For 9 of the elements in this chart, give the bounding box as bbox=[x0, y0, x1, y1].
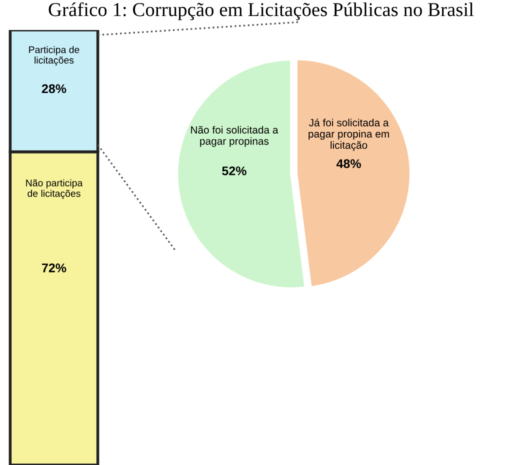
data-label: 48% bbox=[336, 159, 361, 168]
series-label: Não participa de licitações bbox=[26, 179, 83, 199]
slice-label: Já foi solicitada a pagar propina em licitação bbox=[308, 118, 389, 151]
slice-label: Não foi solicitada a pagar propinas bbox=[191, 126, 278, 147]
data-label: 72% bbox=[42, 263, 66, 272]
text: Gráfico 1: Corrupção em Licitações Públicas no Brasil bbox=[48, 2, 474, 20]
series-label: Participa de licitações bbox=[29, 46, 80, 66]
data-label: 52% bbox=[222, 166, 246, 176]
data-label: 28% bbox=[42, 84, 66, 94]
